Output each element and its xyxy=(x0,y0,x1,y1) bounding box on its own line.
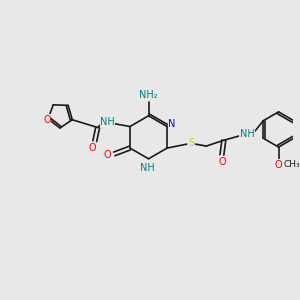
Text: NH: NH xyxy=(240,129,255,140)
Text: NH: NH xyxy=(100,117,115,127)
Text: CH₃: CH₃ xyxy=(284,160,300,169)
Text: NH₂: NH₂ xyxy=(139,90,158,100)
Text: O: O xyxy=(218,157,226,167)
Text: N: N xyxy=(168,118,176,129)
Text: O: O xyxy=(275,160,282,170)
Text: O: O xyxy=(43,115,51,125)
Text: NH: NH xyxy=(140,163,155,172)
Text: S: S xyxy=(188,138,195,148)
Text: O: O xyxy=(89,143,97,153)
Text: O: O xyxy=(103,150,111,160)
